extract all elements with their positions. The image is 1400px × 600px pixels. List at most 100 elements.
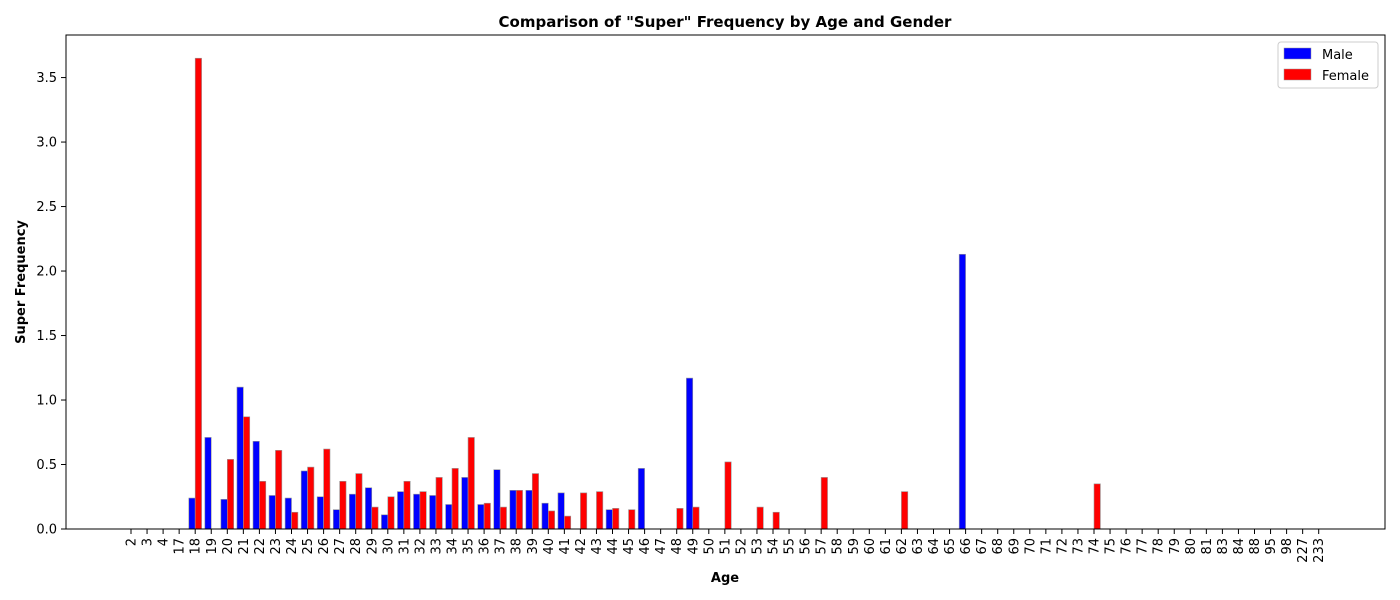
bar-female-age-51 — [724, 461, 732, 530]
x-tick-label: 52 — [734, 538, 749, 555]
bar-female-age-20 — [227, 459, 235, 530]
x-tick-label: 17 — [173, 538, 188, 555]
chart-title: Comparison of "Super" Frequency by Age a… — [499, 13, 953, 31]
bar-male-age-18 — [188, 497, 196, 530]
x-tick-label: 77 — [1136, 538, 1151, 555]
x-tick-label: 42 — [574, 538, 589, 555]
x-tick-label: 19 — [205, 538, 220, 555]
bar-female-age-25 — [307, 466, 315, 530]
bar-female-age-62 — [901, 491, 909, 530]
bar-female-age-37 — [499, 506, 507, 530]
x-tick-label: 38 — [510, 538, 525, 555]
bar-male-age-24 — [284, 497, 292, 530]
x-tick-label: 4 — [157, 538, 172, 546]
x-tick-label: 88 — [1248, 538, 1263, 555]
y-tick-label: 3.5 — [36, 71, 57, 86]
x-tick-label: 65 — [943, 538, 958, 555]
bar-male-age-26 — [316, 496, 324, 530]
x-tick-label: 26 — [317, 538, 332, 555]
x-tick-label: 67 — [975, 538, 990, 555]
bar-male-age-23 — [268, 495, 276, 530]
bar-male-age-20 — [220, 499, 228, 530]
bar-female-age-23 — [275, 450, 283, 530]
x-tick-label: 25 — [301, 538, 316, 555]
x-tick-label: 35 — [462, 538, 477, 555]
bar-female-age-21 — [243, 416, 251, 530]
bar-male-age-35 — [461, 477, 469, 530]
x-tick-label: 2 — [125, 538, 140, 546]
x-tick-label: 50 — [702, 538, 717, 555]
bar-female-age-32 — [419, 491, 427, 530]
bar-male-age-36 — [477, 504, 485, 530]
plot-frame — [65, 34, 1386, 530]
x-tick-label: 32 — [413, 538, 428, 555]
bar-female-age-41 — [564, 515, 572, 530]
y-tick-label: 0.5 — [36, 458, 57, 473]
x-tick-label: 84 — [1232, 538, 1247, 555]
x-tick-label: 54 — [767, 538, 782, 555]
bar-male-age-37 — [493, 469, 501, 530]
legend-label-female: Female — [1322, 69, 1369, 84]
bar-female-age-53 — [756, 506, 764, 530]
x-tick-label: 21 — [237, 538, 252, 555]
bar-female-age-28 — [355, 473, 363, 530]
bar-male-age-39 — [525, 490, 533, 530]
bar-female-age-34 — [451, 468, 459, 530]
x-tick-label: 233 — [1312, 538, 1327, 563]
x-tick-label: 43 — [590, 538, 605, 555]
x-tick-label: 49 — [686, 538, 701, 555]
x-tick-label: 68 — [991, 538, 1006, 555]
x-tick-label: 63 — [911, 538, 926, 555]
y-tick-label: 1.5 — [36, 329, 57, 344]
bars-group — [188, 57, 1101, 530]
bar-female-age-29 — [371, 506, 379, 530]
x-tick-label: 61 — [879, 538, 894, 555]
legend: Male Female — [1277, 41, 1379, 89]
x-tick-label: 23 — [269, 538, 284, 555]
x-tick-label: 69 — [1007, 538, 1022, 555]
x-tick-label: 73 — [1071, 538, 1086, 555]
bar-female-age-57 — [820, 477, 828, 530]
bar-male-age-28 — [348, 493, 356, 530]
x-tick-label: 76 — [1120, 538, 1135, 555]
x-tick-label: 62 — [895, 538, 910, 555]
legend-label-male: Male — [1322, 48, 1353, 63]
x-tick-label: 46 — [638, 538, 653, 555]
bar-female-age-27 — [339, 480, 347, 530]
x-tick-label: 40 — [542, 538, 557, 555]
x-tick-label: 64 — [927, 538, 942, 555]
x-tick-label: 83 — [1216, 538, 1231, 555]
bar-female-age-24 — [291, 511, 299, 530]
bar-male-age-49 — [686, 377, 694, 530]
x-tick-label: 30 — [381, 538, 396, 555]
y-tick-label: 1.0 — [36, 394, 57, 409]
bar-male-age-25 — [300, 470, 308, 530]
x-tick-label: 31 — [397, 538, 412, 555]
x-tick-label: 37 — [494, 538, 509, 555]
x-tick-label: 22 — [253, 538, 268, 555]
x-axis-label: Age — [711, 571, 739, 586]
bar-female-age-33 — [435, 477, 443, 530]
bar-male-age-19 — [204, 437, 212, 530]
x-tick-label: 29 — [365, 538, 380, 555]
x-tick-label: 44 — [606, 538, 621, 555]
x-tick-label: 227 — [1296, 538, 1311, 563]
bar-female-age-39 — [531, 473, 539, 530]
bar-female-age-42 — [580, 492, 588, 530]
x-axis: 2 3 4 17 18 19 20 21 22 23 24 25 26 27 28 29 30 31 32 33 34 3… — [125, 529, 1327, 563]
x-tick-label: 80 — [1184, 538, 1199, 555]
bar-male-age-40 — [541, 502, 549, 530]
x-tick-label: 36 — [478, 538, 493, 555]
bar-male-age-34 — [445, 504, 453, 530]
bar-male-age-27 — [332, 509, 340, 530]
y-tick-label: 3.0 — [36, 136, 57, 151]
y-tick-label: 2.0 — [36, 265, 57, 280]
x-tick-label: 39 — [526, 538, 541, 555]
x-tick-label: 60 — [863, 538, 878, 555]
x-tick-label: 66 — [959, 538, 974, 555]
bar-male-age-46 — [637, 468, 645, 530]
bar-male-age-38 — [509, 490, 517, 530]
x-tick-label: 95 — [1264, 538, 1279, 555]
x-tick-label: 56 — [799, 538, 814, 555]
